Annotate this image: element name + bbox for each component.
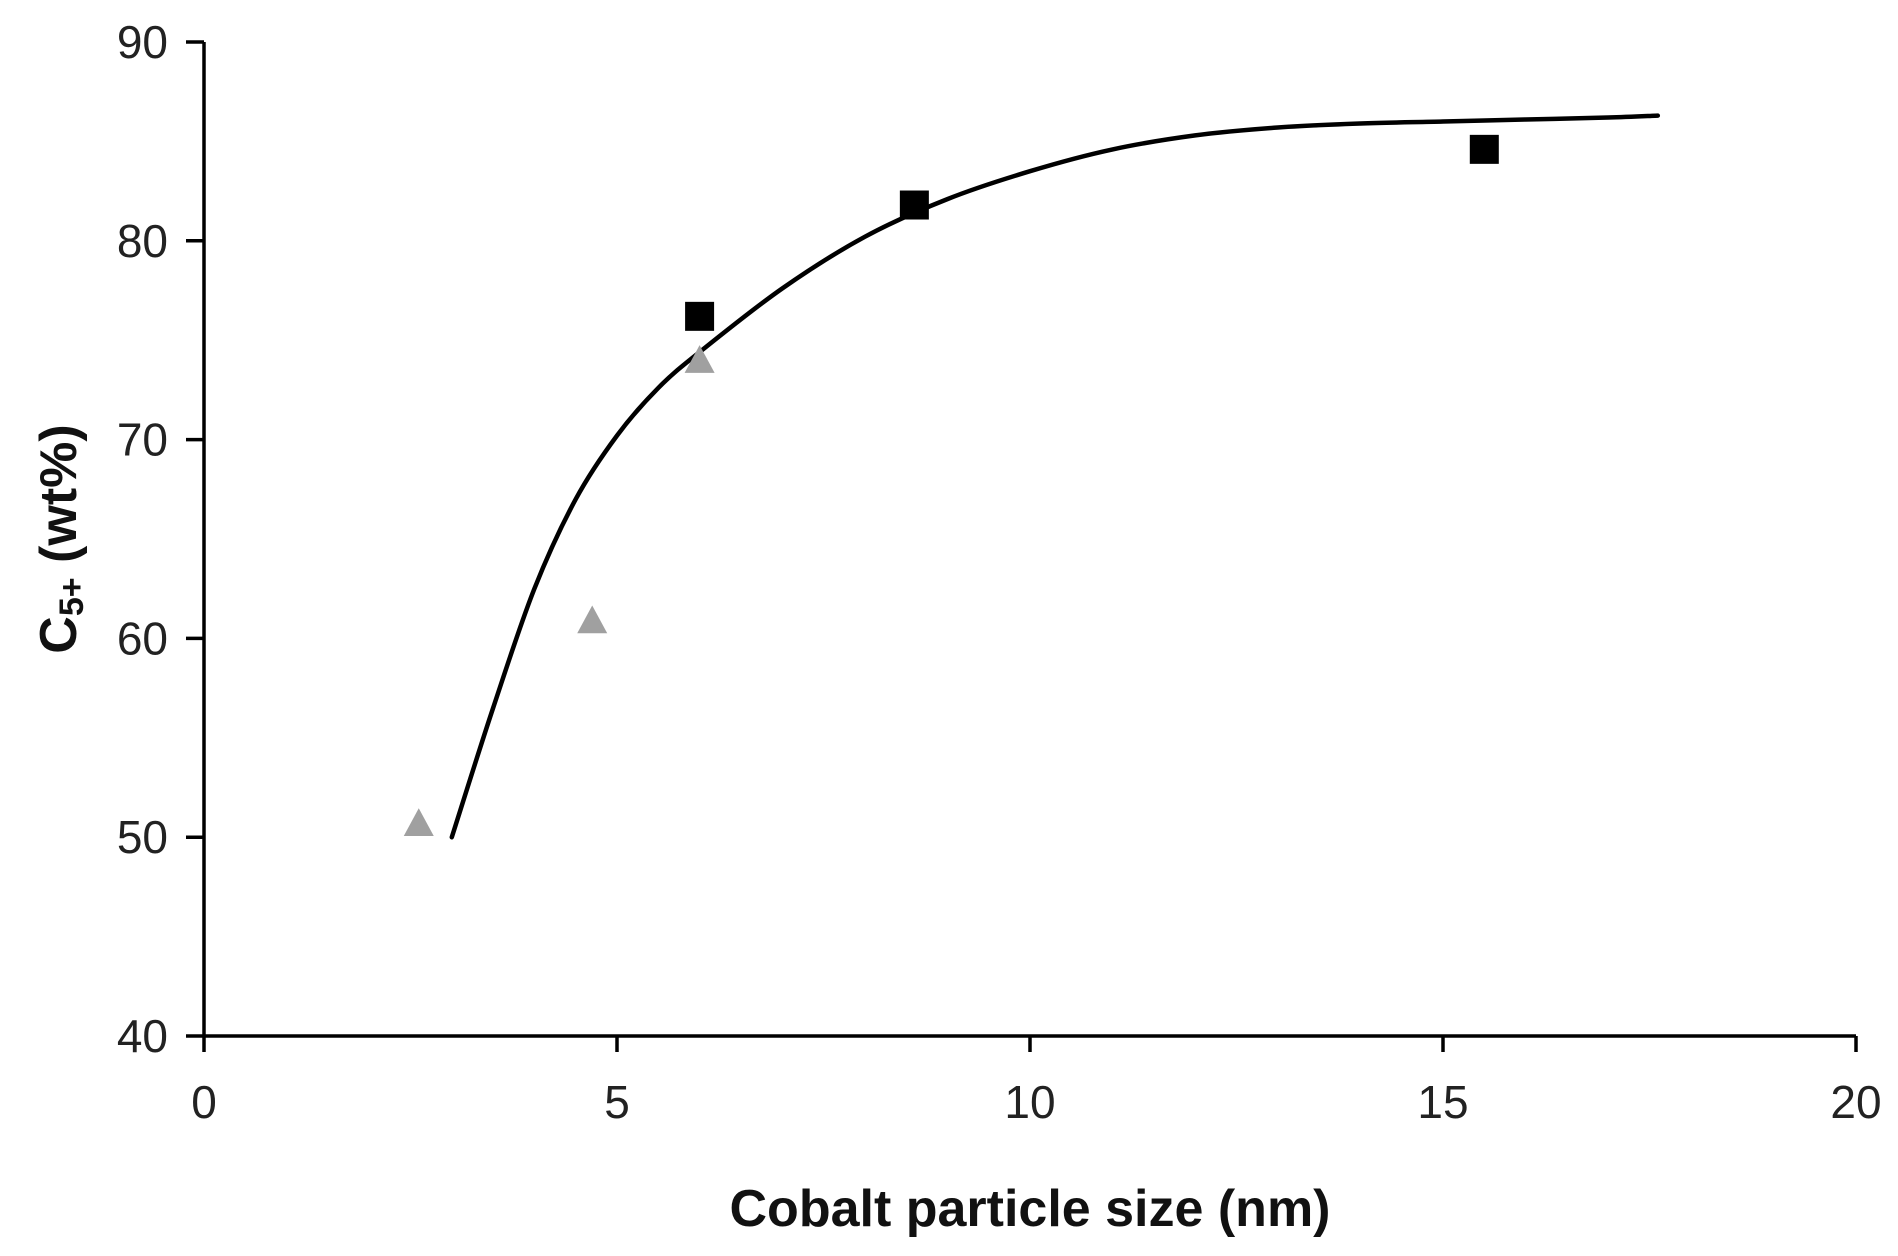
- trend-line-group: [449, 113, 1661, 840]
- y-axis-title-suffix: (wt%): [30, 424, 88, 577]
- square-marker: [685, 301, 715, 331]
- y-tick-label: 80: [117, 215, 168, 267]
- axes: [202, 42, 1856, 1038]
- triangle-marker: [403, 808, 434, 837]
- square-marker: [899, 190, 929, 220]
- y-tick-label: 50: [117, 811, 168, 863]
- x-tick-label: 15: [1417, 1076, 1468, 1128]
- y-tick-label: 70: [117, 414, 168, 466]
- x-tick-label: 5: [604, 1076, 630, 1128]
- y-axis-ticks: 40 50 60 70 80 90: [117, 16, 204, 1062]
- y-axis-title-base: C: [30, 616, 88, 654]
- y-tick-label: 90: [117, 16, 168, 68]
- x-axis-title: Cobalt particle size (nm): [730, 1180, 1331, 1238]
- y-tick-label: 40: [117, 1010, 168, 1062]
- trend-line: [449, 113, 1661, 840]
- triangle-marker: [577, 605, 608, 634]
- triangle-marker: [684, 345, 715, 373]
- x-tick-label: 0: [191, 1076, 217, 1128]
- y-axis-title-subscript: 5+: [53, 577, 91, 616]
- y-axis-title: C5+ (wt%): [30, 424, 91, 653]
- x-tick-label: 20: [1830, 1076, 1881, 1128]
- data-markers: [403, 134, 1499, 837]
- x-axis-ticks: 0 5 10 15 20: [191, 1036, 1882, 1128]
- square-marker: [1469, 134, 1499, 164]
- y-tick-label: 60: [117, 612, 168, 664]
- x-tick-label: 10: [1004, 1076, 1055, 1128]
